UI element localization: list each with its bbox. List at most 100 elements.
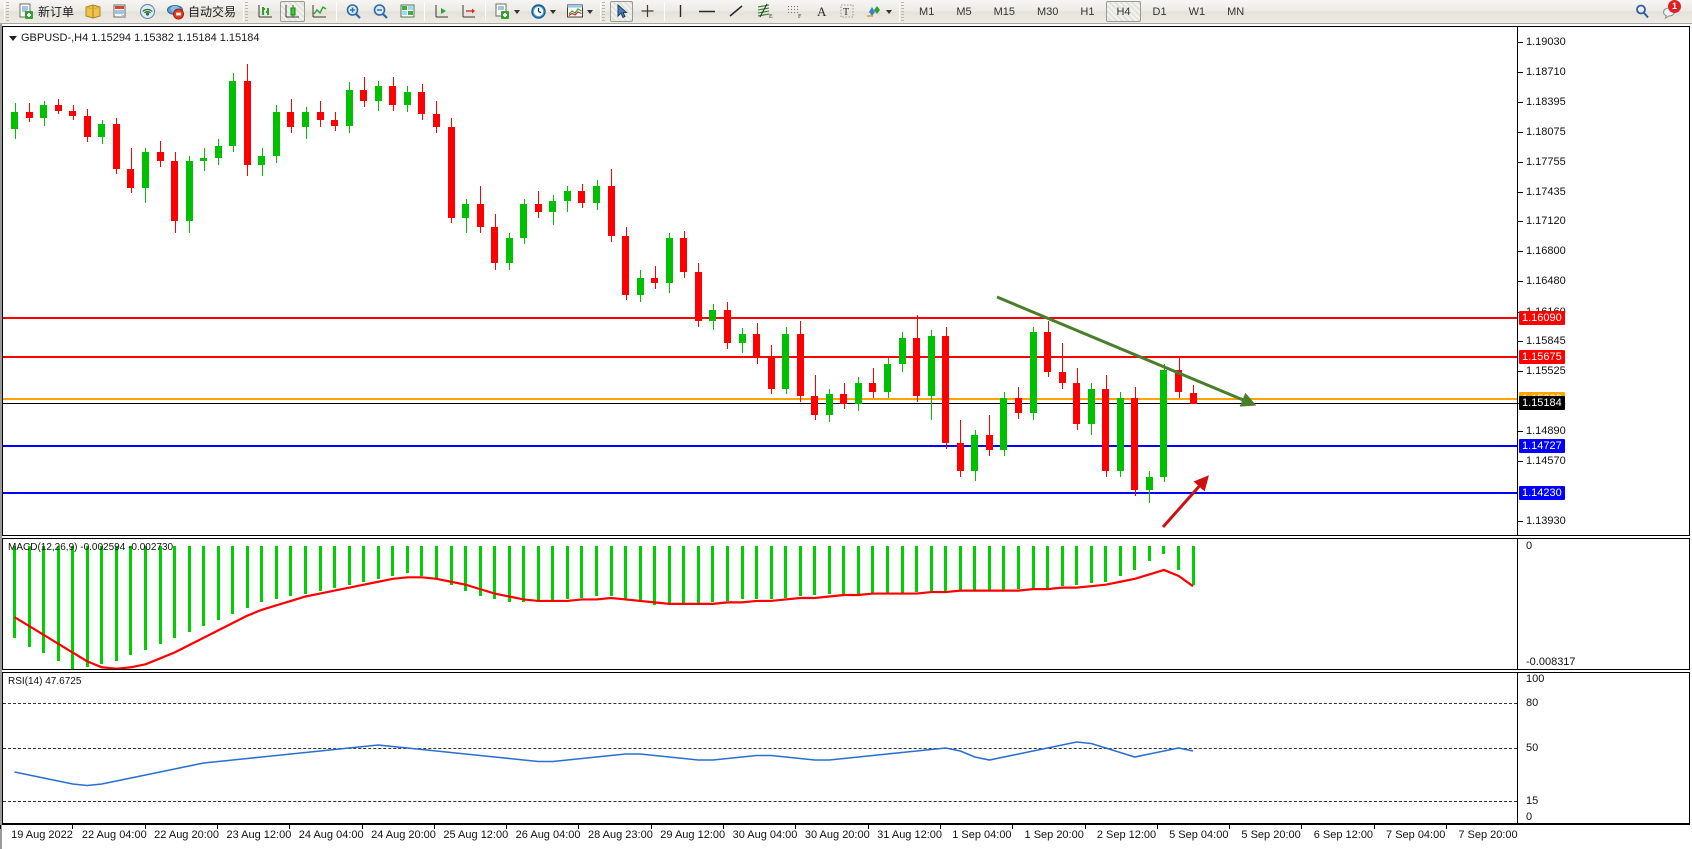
macd-axis[interactable]: 0 -0.008317 (1517, 539, 1689, 669)
price-axis-tick (1518, 101, 1523, 103)
notification-count-badge: 1 (1668, 0, 1681, 13)
timeframe-label: H1 (1080, 5, 1095, 18)
objects-icon: F (785, 3, 805, 20)
price-level-line-support-2[interactable] (3, 491, 1517, 494)
macd-histogram-bar (915, 546, 919, 593)
signals-icon (139, 3, 156, 20)
macd-plot[interactable] (3, 539, 1517, 669)
price-level-line-support-1[interactable] (3, 445, 1517, 448)
new-order-button[interactable]: 新订单 (14, 1, 78, 22)
vertical-line-button[interactable] (669, 1, 691, 22)
indicators-button[interactable] (490, 1, 524, 22)
trendline-icon (727, 3, 745, 20)
macd-histogram-bar (85, 546, 89, 668)
fibonacci-button[interactable]: E (751, 1, 779, 22)
macd-histogram-bar (536, 546, 540, 603)
candle-body (520, 204, 528, 239)
price-level-tag-support-2[interactable]: 1.14230 (1519, 485, 1565, 500)
auto-trading-button[interactable]: 自动交易 (162, 1, 240, 22)
price-level-line-resistance-1[interactable] (3, 317, 1517, 320)
candle-body (447, 127, 455, 218)
line-chart-button[interactable] (307, 1, 332, 22)
candle-body (971, 435, 979, 472)
price-level-tag-resistance-1[interactable]: 1.16090 (1519, 311, 1565, 326)
auto-scroll-button[interactable] (456, 1, 481, 22)
price-level-tag-resistance-2[interactable]: 1.15675 (1519, 350, 1565, 365)
search-button[interactable] (1630, 1, 1655, 22)
macd-histogram-bar (216, 546, 220, 621)
macd-label: MACD(12,26,9) -0.002594 -0.002730 (8, 542, 174, 553)
zoom-in-button[interactable] (341, 1, 366, 22)
timeframe-mn[interactable]: MN (1217, 1, 1254, 22)
horizontal-line-button[interactable] (693, 1, 721, 22)
time-axis-tick (867, 825, 869, 829)
rsi-axis[interactable]: 100 80 50 15 0 (1517, 673, 1689, 823)
time-axis-label: 7 Sep 04:00 (1386, 829, 1446, 841)
macd-histogram-bar (289, 546, 293, 597)
timeframe-m5[interactable]: M5 (946, 1, 981, 22)
objects-list-button[interactable] (861, 1, 896, 22)
candle-wick (1062, 343, 1064, 389)
candle-body (869, 382, 877, 393)
macd-histogram-bar (27, 546, 31, 647)
terminal-button[interactable] (108, 1, 133, 22)
toolbar-grip-1[interactable] (4, 2, 11, 21)
svg-text:A: A (817, 4, 827, 19)
timeframe-m1[interactable]: M1 (909, 1, 944, 22)
timeframe-w1[interactable]: W1 (1179, 1, 1216, 22)
timeframe-m15[interactable]: M15 (984, 1, 1025, 22)
candlestick-chart-button[interactable] (280, 1, 306, 22)
chart-shift-button[interactable] (429, 1, 454, 22)
price-plot[interactable] (3, 27, 1517, 535)
rsi-pane[interactable]: RSI(14) 47.6725 100 80 50 15 0 (2, 672, 1690, 824)
candle-body (1000, 397, 1008, 451)
chevron-down-icon[interactable] (587, 9, 594, 14)
candle-body (476, 204, 484, 227)
time-axis-tick (795, 825, 797, 829)
time-axis-tick (506, 825, 508, 829)
candle-body (956, 442, 964, 472)
chevron-down-icon[interactable] (550, 9, 557, 14)
candle-wick (872, 367, 874, 398)
timeframe-m30[interactable]: M30 (1027, 1, 1068, 22)
chart-area[interactable]: GBPUSD-,H4 1.15294 1.15382 1.15184 1.151… (0, 24, 1692, 849)
rsi-plot[interactable] (3, 673, 1517, 823)
macd-pane[interactable]: MACD(12,26,9) -0.002594 -0.002730 0 -0.00… (2, 538, 1690, 670)
period-button[interactable] (526, 1, 560, 22)
collapse-triangle-icon[interactable] (9, 35, 17, 41)
cursor-button[interactable] (610, 1, 634, 22)
price-pane[interactable]: GBPUSD-,H4 1.15294 1.15382 1.15184 1.151… (2, 26, 1690, 536)
candle-body (54, 104, 62, 111)
candle-body (360, 89, 368, 102)
objects-grid-button[interactable]: F (781, 1, 809, 22)
price-axis-tick (1518, 341, 1523, 343)
zoom-out-button[interactable] (368, 1, 393, 22)
templates-button[interactable] (562, 1, 597, 22)
notifications-button[interactable]: 1 (1657, 0, 1683, 22)
chevron-down-icon[interactable] (886, 9, 893, 14)
price-level-tag-support-1[interactable]: 1.14727 (1519, 439, 1565, 454)
trendline-button[interactable] (723, 1, 749, 22)
chevron-down-icon[interactable] (514, 9, 521, 14)
data-window-button[interactable] (395, 1, 420, 22)
crosshair-button[interactable] (635, 1, 660, 22)
toolbar-grip-4[interactable] (899, 2, 907, 21)
price-axis[interactable]: 1.19030 1.18710 1.18395 1.18075 1.17755 1.174… (1517, 27, 1689, 535)
candle-body (389, 86, 397, 105)
time-axis[interactable]: 19 Aug 2022 22 Aug 04:00 22 Aug 20:00 23 Au… (0, 824, 1690, 847)
timeframe-d1[interactable]: D1 (1143, 1, 1177, 22)
timeframe-label: M1 (919, 5, 935, 18)
annotation-overlay (996, 295, 1257, 528)
signals-button[interactable] (135, 1, 160, 22)
macd-histogram-bar (1089, 546, 1093, 584)
timeframe-h4[interactable]: H4 (1106, 1, 1141, 22)
bar-chart-button[interactable] (253, 1, 278, 22)
macd-histogram-bar (784, 546, 788, 598)
book-button[interactable] (80, 1, 106, 22)
price-level-line-pivot[interactable] (3, 397, 1517, 400)
toolbar-grip-3[interactable] (600, 2, 608, 21)
text-button[interactable]: A (811, 1, 833, 22)
timeframe-h1[interactable]: H1 (1070, 1, 1104, 22)
text-label-button[interactable]: T (835, 1, 859, 22)
toolbar-grip-2[interactable] (243, 2, 251, 21)
